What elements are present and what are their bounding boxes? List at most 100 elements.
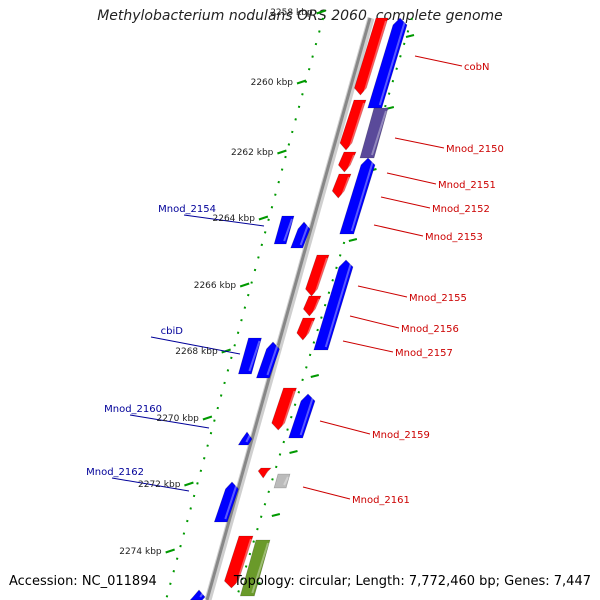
outer-guide-line [235, 17, 413, 600]
scale-tick-label: 2260 kbp [251, 78, 294, 88]
gene-label-right[interactable]: cobN [464, 62, 489, 73]
gene-cbid-a[interactable] [238, 337, 262, 375]
right-leader-line [342, 340, 394, 353]
track-tick [289, 450, 298, 454]
gene-features [189, 17, 408, 600]
track-tick [348, 238, 358, 242]
gene-labels: cobN Mnod_2150 Mnod_2151 Mnod_2152 Mnod_2153… [86, 62, 504, 506]
right-leader-line [414, 55, 463, 67]
gene-label-right[interactable]: Mnod_2155 [409, 293, 467, 304]
gene-highlight [312, 298, 320, 314]
genome-backbone [205, 17, 372, 600]
scale-tick-label: 2264 kbp [213, 214, 256, 224]
scale-tick-label: 2268 kbp [175, 347, 218, 357]
gene-label-left[interactable]: Mnod_2154 [158, 204, 216, 215]
gene-highlight [349, 102, 365, 148]
gene-highlight [371, 110, 387, 156]
scale-labels: 2258 kbp 2260 kbp 2262 kbp 2264 kbp 2266 kbp… [119, 8, 313, 557]
gene-highlight [199, 592, 204, 598]
gene-mnod2154-b[interactable] [290, 221, 311, 249]
scale-tick [165, 548, 175, 554]
inner-guide-line [165, 17, 324, 600]
gene-highlight [251, 542, 269, 594]
gene-mnod2155-fwd[interactable] [305, 254, 330, 297]
scale-tick-label: 2274 kbp [119, 547, 162, 557]
gene-highlight [305, 320, 314, 338]
gene-mnod2152-block[interactable] [331, 173, 352, 199]
topology-label: Topology: circular; Length: 7,772,460 bp… [233, 574, 591, 589]
right-leader-line [357, 285, 408, 298]
gene-highlight [266, 344, 279, 376]
gene-label-right[interactable]: Mnod_2157 [395, 348, 453, 359]
gene-label-right[interactable]: Mnod_2161 [352, 495, 410, 506]
scale-tick-label: 2266 kbp [194, 281, 237, 291]
gene-highlight [314, 257, 328, 294]
gene-mnod2153-block[interactable] [339, 157, 376, 235]
gene-label-left[interactable]: Mnod_2162 [86, 467, 144, 478]
scale-tick-label: 2270 kbp [156, 414, 199, 424]
gene-highlight [235, 538, 252, 586]
gene-mnod2156-fwd[interactable] [303, 295, 322, 317]
gene-mnod2154-a[interactable] [273, 215, 295, 245]
gene-label-right[interactable]: Mnod_2150 [446, 144, 504, 155]
right-leader-line [380, 196, 431, 209]
right-leader-line [319, 420, 371, 435]
gene-highlight [299, 396, 314, 436]
gene-highlight [248, 340, 261, 372]
gene-highlight [224, 484, 238, 520]
scale-tick [202, 415, 213, 421]
left-leader-line [150, 336, 241, 355]
gene-highlight [324, 262, 352, 348]
gene-label-right[interactable]: Mnod_2159 [372, 430, 430, 441]
gene-bottom-red[interactable] [224, 535, 254, 589]
gene-mnod2159-rev[interactable] [288, 393, 316, 439]
gene-label-right[interactable]: Mnod_2156 [401, 324, 459, 335]
label-leader-lines [111, 55, 463, 500]
gene-cobn-block[interactable] [354, 17, 389, 96]
gene-bottom-rna[interactable] [239, 539, 271, 597]
right-leader-line [349, 315, 400, 329]
track-tick [310, 374, 320, 378]
scale-tick [239, 282, 250, 288]
gene-mnod2159-fwd[interactable] [271, 387, 297, 431]
gene-mnod2151-block[interactable] [338, 151, 357, 173]
gene-highlight [350, 160, 374, 232]
scale-tick [277, 149, 287, 155]
gene-label-right[interactable]: Mnod_2151 [438, 180, 496, 191]
left-leader-line [183, 214, 265, 227]
gene-label-left[interactable]: cbiD [161, 326, 184, 337]
gene-overlap[interactable] [359, 107, 389, 159]
scale-tick [184, 481, 194, 487]
gene-highlight [283, 218, 293, 242]
scale-tick [296, 79, 307, 85]
accession-label: Accession: NC_011894 [9, 574, 157, 589]
scale-tick-label: 2262 kbp [231, 148, 274, 158]
gene-mnod2160[interactable] [237, 431, 253, 446]
scale-tick [316, 9, 326, 15]
gene-highlight [347, 154, 355, 170]
right-leader-line [302, 486, 351, 500]
gene-highlight [283, 476, 289, 486]
gene-highlight [363, 20, 387, 93]
gene-label-right[interactable]: Mnod_2152 [432, 204, 490, 215]
gene-cbid-b[interactable] [255, 341, 280, 379]
scale-tick-label: 2272 kbp [138, 480, 181, 490]
gene-highlight [245, 434, 251, 443]
gene-mnod2150-block[interactable] [339, 99, 367, 151]
gene-mnod2162[interactable] [213, 481, 239, 523]
gene-mnod2157-fwd[interactable] [296, 317, 316, 341]
gene-highlight [299, 224, 309, 246]
gene-cobn-rev[interactable] [367, 17, 408, 109]
gene-pseudo[interactable] [273, 473, 291, 489]
track-tick [405, 34, 415, 38]
left-leader-line [129, 414, 210, 429]
gene-highlight [281, 390, 296, 428]
gene-mnod2155-rev[interactable] [313, 259, 354, 351]
gene-mnod2161-small[interactable] [257, 467, 272, 479]
gene-highlight [378, 20, 406, 106]
gene-label-left[interactable]: Mnod_2160 [104, 404, 162, 415]
scale-tick-label: 2258 kbp [270, 8, 313, 18]
gene-label-right[interactable]: Mnod_2153 [425, 232, 483, 243]
left-leader-line [111, 477, 190, 492]
